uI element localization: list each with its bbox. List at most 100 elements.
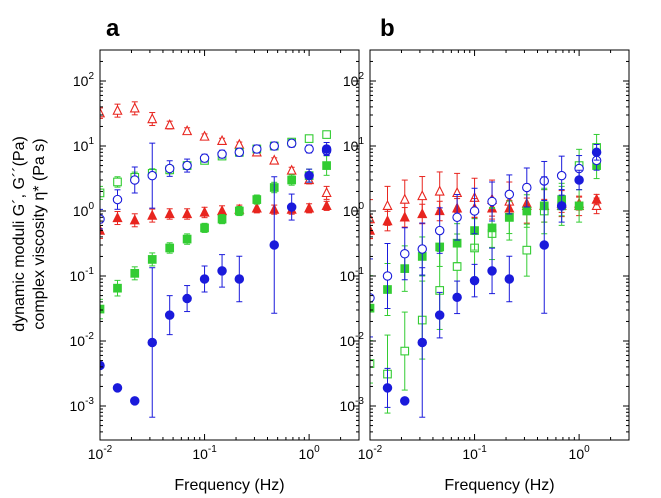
- data-point: [452, 262, 462, 271]
- y-tick-label: 102: [343, 71, 365, 89]
- data-point: [382, 271, 393, 281]
- series-filled-square: [370, 152, 601, 342]
- data-point: [112, 194, 123, 205]
- data-point: [130, 175, 140, 185]
- data-point: [129, 214, 140, 225]
- data-point: [217, 149, 227, 159]
- data-point: [147, 113, 158, 124]
- data-point: [112, 383, 123, 393]
- x-tick-label: 10-2: [88, 444, 113, 462]
- plot-frame: [99, 49, 360, 441]
- data-point: [113, 177, 122, 187]
- data-point: [100, 188, 105, 198]
- data-point: [286, 202, 297, 212]
- data-point: [269, 154, 280, 165]
- data-point: [147, 337, 157, 348]
- data-point: [322, 130, 331, 139]
- y-tick-label: 100: [343, 201, 365, 219]
- data-point: [182, 207, 193, 219]
- plot-frame: [369, 49, 630, 441]
- data-point: [417, 207, 428, 219]
- data-point: [217, 266, 227, 276]
- data-point: [434, 225, 445, 236]
- data-point: [487, 196, 497, 207]
- data-point: [286, 164, 297, 175]
- data-point: [370, 224, 376, 235]
- data-point: [112, 104, 123, 115]
- data-point: [199, 130, 210, 141]
- panel-a: a 10-2 10-1 100 10-3 10-2 10-1 100 101 102 Frequen…: [70, 15, 360, 494]
- data-point: [165, 243, 175, 253]
- data-point: [147, 255, 157, 264]
- data-point: [399, 193, 410, 204]
- data-point: [286, 138, 297, 149]
- data-point: [182, 234, 192, 244]
- x-tick-label: 100: [569, 444, 591, 462]
- data-point: [522, 182, 532, 193]
- y-tick-label: 10-1: [340, 266, 365, 284]
- data-point: [452, 292, 462, 303]
- y-tick-label: 100: [73, 201, 95, 219]
- x-tick-label: 100: [299, 444, 321, 462]
- data-point: [252, 195, 262, 204]
- data-point: [382, 383, 393, 393]
- data-point: [400, 346, 410, 356]
- data-point: [522, 206, 532, 216]
- x-tick-label: 10-2: [358, 444, 383, 462]
- data-point: [574, 201, 584, 211]
- data-point: [522, 245, 532, 255]
- data-point: [112, 211, 123, 223]
- y-axis-title-line2: complex viscosity η* (Pa s): [31, 138, 48, 329]
- data-point: [100, 304, 105, 314]
- data-point: [539, 240, 549, 250]
- data-point: [434, 310, 445, 320]
- data-series-layer: [370, 133, 602, 418]
- y-tick-label: 10-1: [70, 266, 95, 284]
- data-point: [321, 199, 332, 211]
- panel-letter: a: [106, 15, 120, 42]
- y-axis-title-line1: dynamic moduli G´, G´´(Pa): [11, 136, 28, 332]
- data-point: [199, 274, 210, 284]
- data-point: [452, 212, 462, 223]
- data-point: [251, 202, 262, 213]
- data-point: [487, 223, 497, 233]
- data-point: [164, 119, 175, 130]
- y-tick-label: 10-3: [340, 396, 365, 414]
- data-point: [504, 212, 514, 222]
- data-point: [321, 144, 332, 154]
- data-point: [217, 214, 227, 224]
- data-point: [182, 293, 192, 304]
- data-point: [129, 102, 140, 113]
- data-point: [216, 134, 228, 146]
- data-point: [252, 144, 262, 154]
- y-tick-label: 10-2: [340, 331, 365, 349]
- data-point: [304, 134, 314, 143]
- data-point: [269, 141, 279, 151]
- series-filled-circle: [100, 141, 332, 418]
- x-tick-label: 10-1: [462, 444, 487, 462]
- data-point: [164, 207, 175, 219]
- data-point: [417, 190, 428, 201]
- data-point: [234, 138, 245, 149]
- data-point: [234, 147, 245, 158]
- y-tick-label: 10-2: [70, 331, 95, 349]
- data-point: [200, 223, 209, 233]
- data-point: [304, 144, 314, 154]
- data-point: [234, 206, 244, 216]
- data-point: [113, 283, 122, 293]
- y-tick-label: 101: [343, 136, 365, 154]
- series-open-circle: [370, 150, 602, 338]
- data-point: [556, 170, 567, 181]
- y-tick-label: 102: [73, 71, 95, 89]
- x-axis-title: Frequency (Hz): [444, 477, 554, 494]
- y-tick-label: 10-3: [70, 396, 95, 414]
- data-point: [164, 163, 175, 174]
- data-point: [182, 160, 192, 171]
- data-point: [304, 170, 314, 181]
- data-point: [417, 244, 427, 254]
- data-point: [216, 204, 228, 216]
- data-point: [417, 337, 427, 348]
- x-tick-label: 10-1: [192, 444, 217, 462]
- data-point: [574, 175, 584, 185]
